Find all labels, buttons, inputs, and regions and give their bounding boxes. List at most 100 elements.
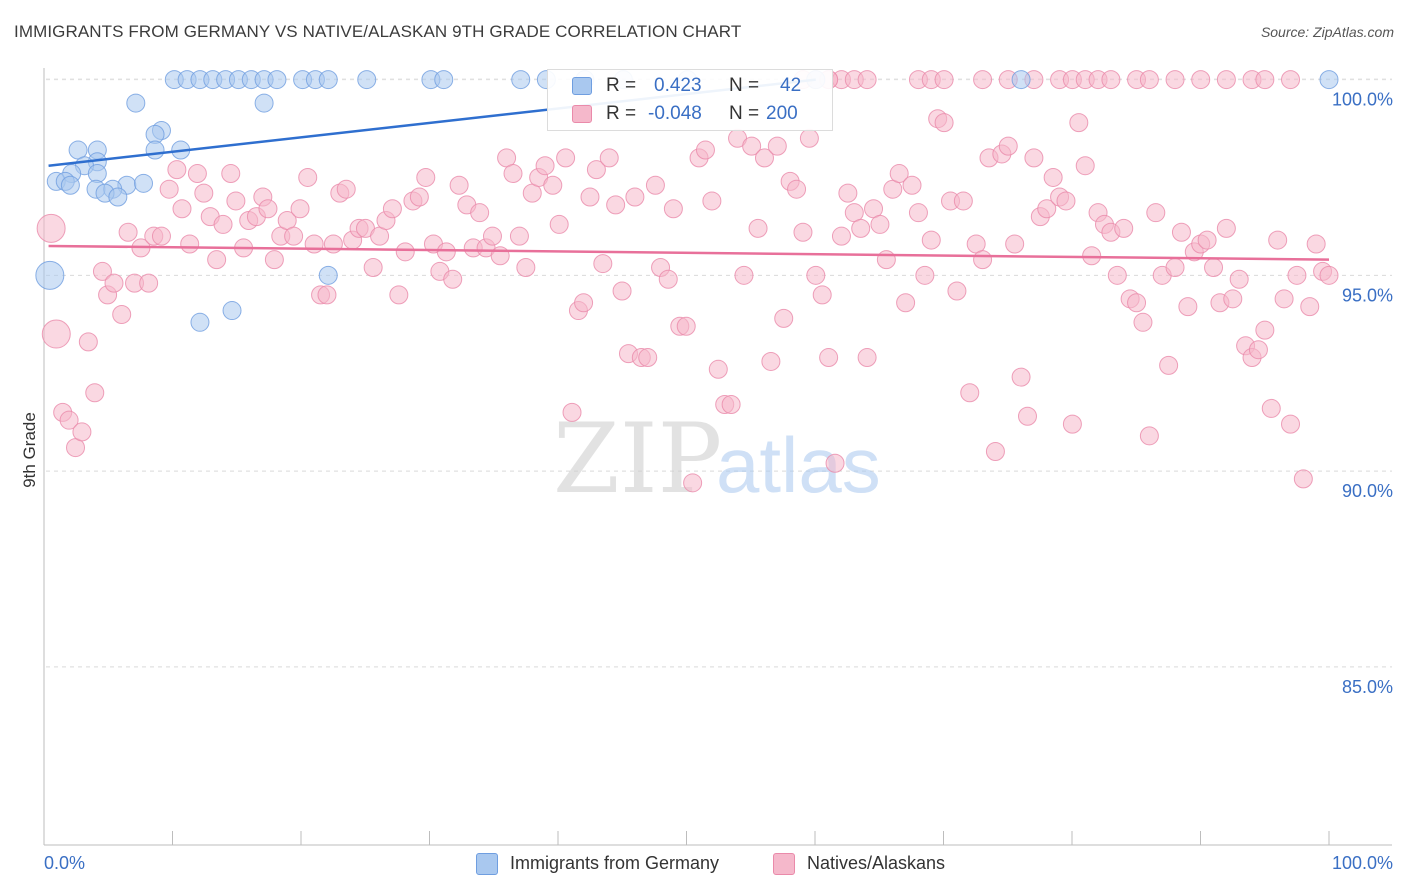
immigrants-point <box>434 70 454 90</box>
natives-point <box>934 70 954 90</box>
natives-point <box>85 383 105 403</box>
natives-point <box>695 140 715 160</box>
natives-point <box>806 265 826 285</box>
natives-point <box>1248 340 1268 360</box>
legend-r-value: -0.048 <box>648 103 702 124</box>
natives-point <box>490 246 510 266</box>
natives-point <box>1127 293 1147 313</box>
legend-swatch-pink <box>572 105 592 123</box>
natives-point <box>187 164 207 184</box>
immigrants-point <box>318 70 338 90</box>
bottom-legend-swatch-pink <box>773 853 795 875</box>
natives-point <box>92 261 112 281</box>
natives-point <box>1069 113 1089 133</box>
natives-point <box>748 218 768 238</box>
natives-point <box>363 257 383 277</box>
natives-point <box>1255 70 1275 90</box>
bottom-legend-label: Natives/Alaskans <box>807 853 946 873</box>
natives-point <box>998 136 1018 156</box>
natives-point <box>213 214 233 234</box>
natives-point <box>1274 289 1294 309</box>
natives-point <box>535 156 555 176</box>
legend-n-value: 42 <box>780 75 802 96</box>
legend-row-natives: R = -0.048 N = 200 <box>548 100 832 128</box>
natives-point <box>580 187 600 207</box>
natives-point <box>915 265 935 285</box>
immigrants-point <box>190 312 210 332</box>
natives-point <box>934 113 954 133</box>
natives-point <box>708 359 728 379</box>
natives-point <box>1005 234 1025 254</box>
natives-point <box>658 269 678 289</box>
y-tick-label: 85.0% <box>1342 677 1393 697</box>
natives-point <box>389 285 409 305</box>
immigrants-point <box>35 260 65 290</box>
natives-point <box>1043 167 1063 187</box>
natives-point <box>118 222 138 242</box>
natives-point <box>1319 265 1339 285</box>
natives-point <box>470 203 490 223</box>
natives-point <box>960 383 980 403</box>
immigrants-point <box>511 70 531 90</box>
axes <box>43 68 1392 846</box>
natives-point <box>112 304 132 324</box>
natives-point <box>838 183 858 203</box>
immigrants-point <box>134 173 154 193</box>
natives-point <box>284 226 304 246</box>
source-label: Source: ZipAtlas.com <box>1260 24 1394 40</box>
natives-point <box>317 285 337 305</box>
natives-point <box>606 195 626 215</box>
natives-point <box>194 183 214 203</box>
natives-point <box>180 234 200 254</box>
natives-point <box>1056 191 1076 211</box>
natives-point <box>663 199 683 219</box>
legend-row-immigrants: R = 0.423 N = 42 <box>548 72 832 100</box>
legend-swatch-blue <box>572 77 592 95</box>
natives-point <box>436 242 456 262</box>
legend-r-label: R = <box>606 103 637 124</box>
natives-point <box>1075 156 1095 176</box>
legend-r-value: 0.423 <box>654 75 702 96</box>
natives-point <box>645 175 665 195</box>
y-tick-label: 100.0% <box>1332 90 1393 110</box>
natives-point <box>336 179 356 199</box>
natives-point <box>264 250 284 270</box>
immigrants-point <box>60 175 80 195</box>
natives-point <box>774 308 794 328</box>
natives-point <box>787 179 807 199</box>
natives-point <box>1017 406 1037 426</box>
immigrants-point <box>145 140 165 160</box>
immigrants-point <box>318 265 338 285</box>
natives-point <box>443 269 463 289</box>
natives-point <box>36 213 66 243</box>
natives-point <box>503 164 523 184</box>
natives-point <box>1216 70 1236 90</box>
natives-point <box>953 191 973 211</box>
natives-point <box>298 167 318 187</box>
natives-point <box>625 187 645 207</box>
natives-point <box>1178 297 1198 317</box>
natives-point <box>1281 70 1301 90</box>
natives-point <box>59 410 79 430</box>
natives-point <box>221 164 241 184</box>
natives-point <box>812 285 832 305</box>
natives-point <box>1197 230 1217 250</box>
natives-point <box>1287 265 1307 285</box>
natives-alaskans-points <box>36 70 1339 493</box>
natives-point <box>742 136 762 156</box>
natives-point <box>1204 257 1224 277</box>
immigrants-point <box>267 70 287 90</box>
natives-point <box>1165 70 1185 90</box>
natives-point <box>395 242 415 262</box>
natives-point <box>973 70 993 90</box>
chart-title: IMMIGRANTS FROM GERMANY VS NATIVE/ALASKA… <box>14 22 742 41</box>
natives-point <box>41 319 71 349</box>
natives-point <box>1223 289 1243 309</box>
immigrants-point <box>222 301 242 321</box>
natives-point <box>825 453 845 473</box>
natives-point <box>258 199 278 219</box>
natives-point <box>549 214 569 234</box>
natives-point <box>1107 265 1127 285</box>
legend-r-label: R = <box>606 75 637 96</box>
natives-point <box>159 179 179 199</box>
